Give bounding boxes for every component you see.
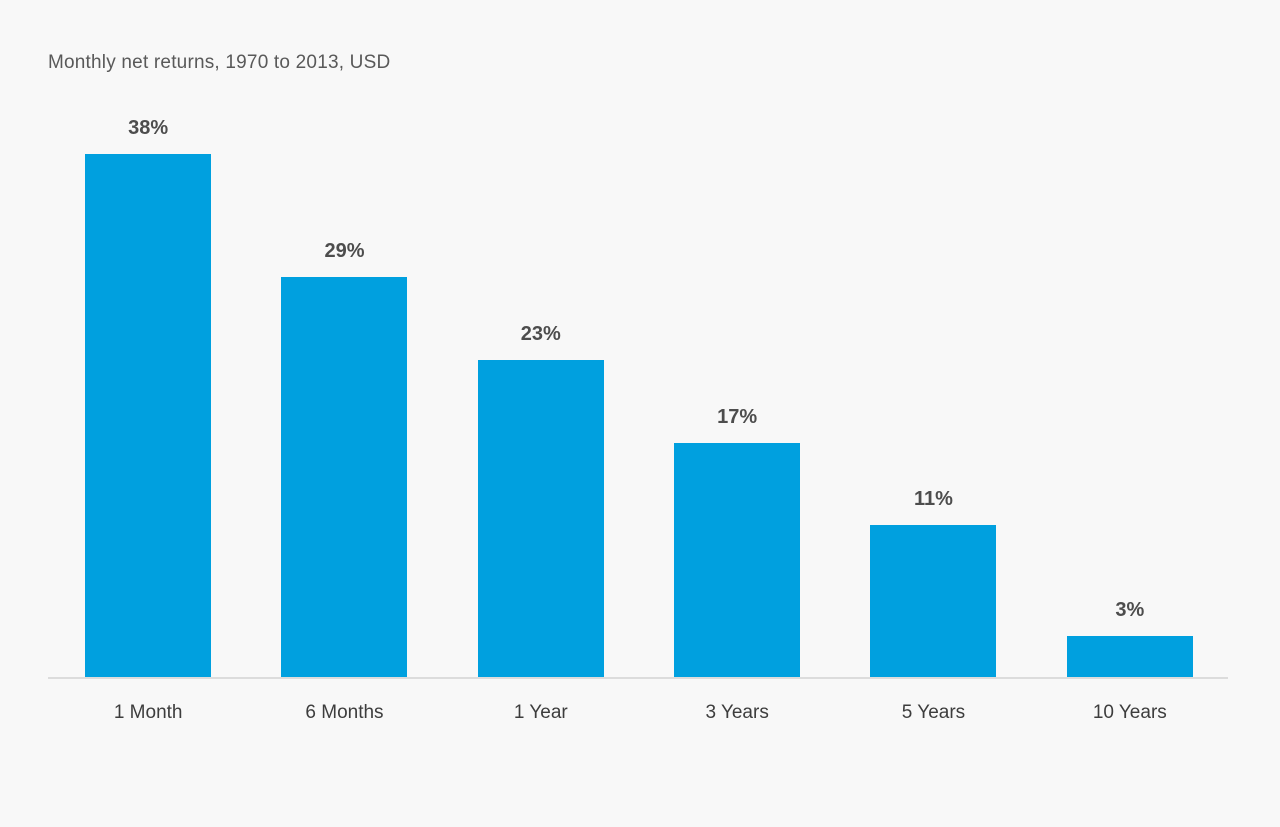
category-label: 1 Year xyxy=(513,702,568,723)
category-label: 3 Years xyxy=(705,702,769,723)
x-axis-labels: 1 Month 6 Months 1 Year 3 Years 5 Years … xyxy=(50,702,1228,724)
category-label: 10 Years xyxy=(1092,702,1167,723)
bar-column: 11% xyxy=(835,117,1031,677)
bar-column: 23% xyxy=(443,117,639,677)
bar xyxy=(85,154,212,677)
bar xyxy=(870,525,997,677)
bar-value-label: 17% xyxy=(717,406,758,428)
bar-column: 29% xyxy=(246,117,442,677)
bar xyxy=(1066,636,1193,677)
chart-title: Monthly net returns, 1970 to 2013, USD xyxy=(48,52,391,73)
bar-value-label: 23% xyxy=(520,323,561,345)
category-label: 5 Years xyxy=(901,702,966,723)
bar xyxy=(477,360,604,677)
x-axis-line xyxy=(48,677,1228,679)
bar xyxy=(674,443,801,677)
bar-value-label: 11% xyxy=(914,488,953,510)
bar-column: 3% xyxy=(1032,117,1228,677)
category-label: 6 Months xyxy=(305,702,384,723)
bar-value-label: 3% xyxy=(1115,599,1145,621)
bar-column: 17% xyxy=(639,117,835,677)
category-label: 1 Month xyxy=(113,702,183,723)
plot-area: 38% 29% 23% 17% 11% 3% xyxy=(50,117,1228,677)
bar-column: 38% xyxy=(50,117,246,677)
bar-value-label: 29% xyxy=(324,240,365,262)
bar xyxy=(281,277,408,677)
bar-value-label: 38% xyxy=(128,117,169,139)
